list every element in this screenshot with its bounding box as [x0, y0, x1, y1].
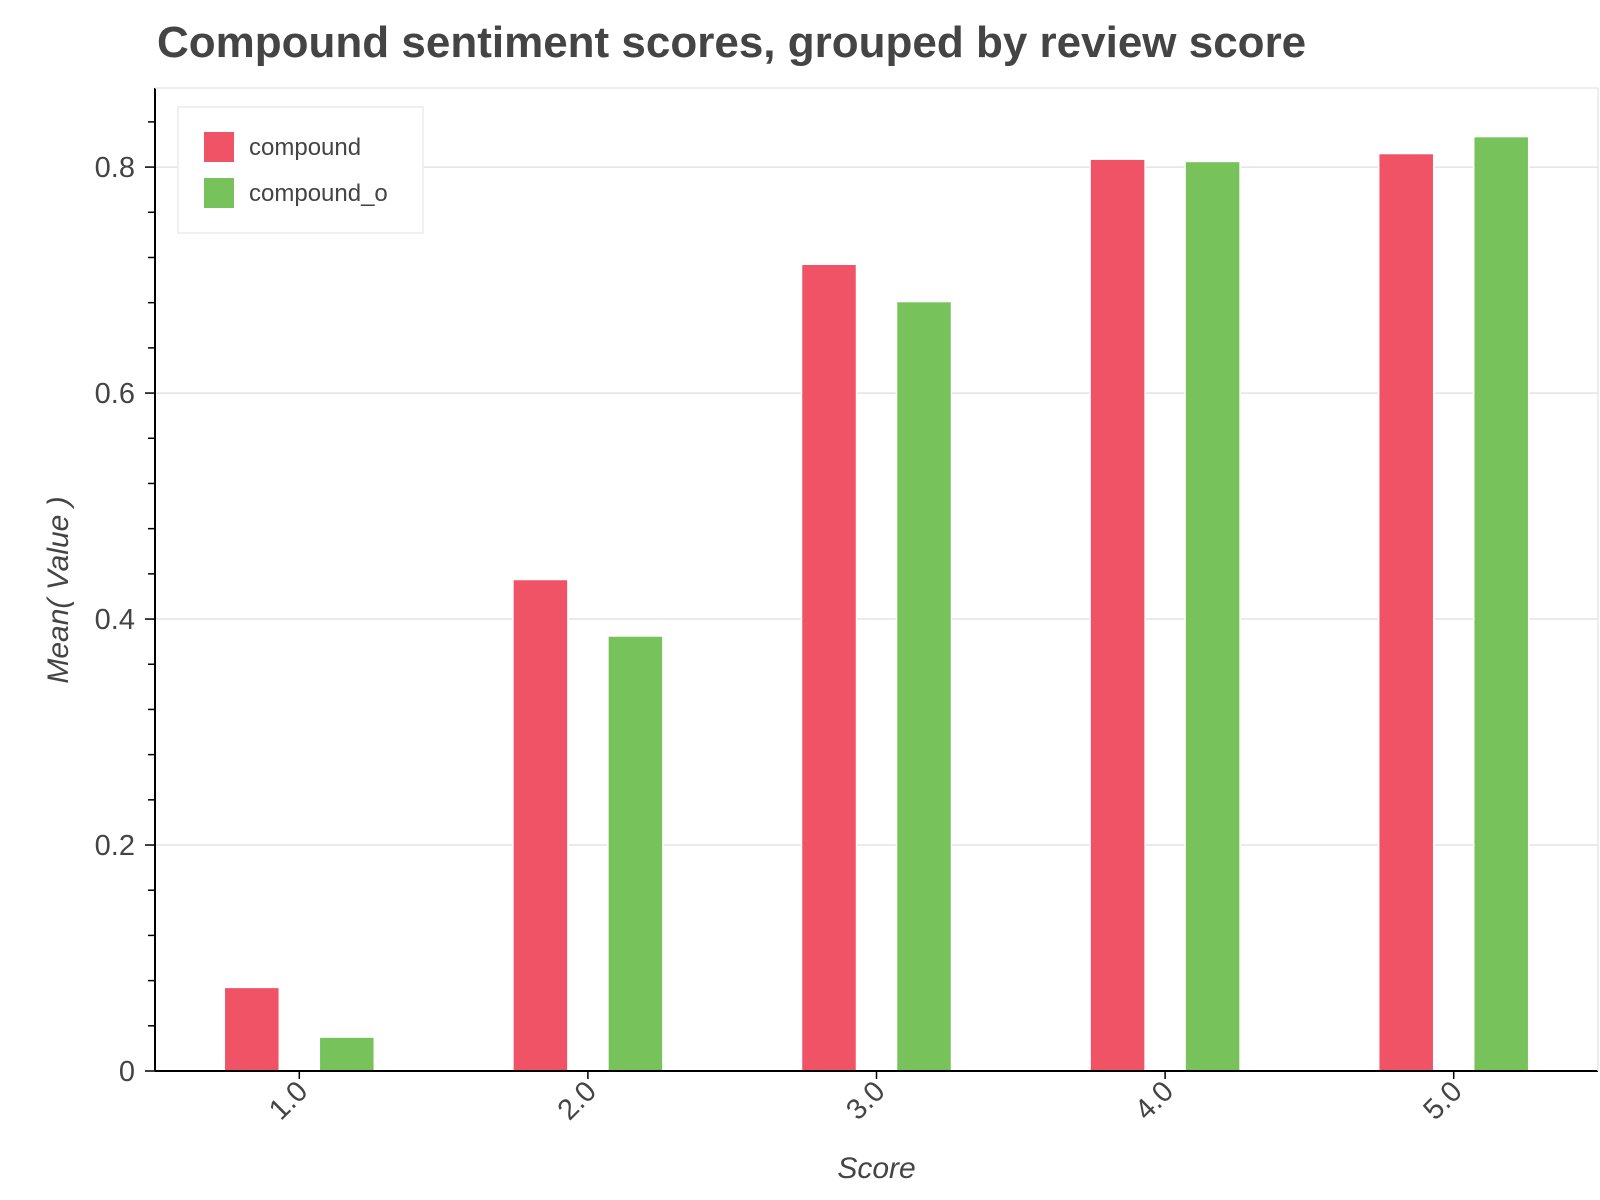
bar-compound-1.0 — [223, 986, 281, 1072]
axes — [145, 87, 1599, 1079]
chart-title: Compound sentiment scores, grouped by re… — [157, 18, 1307, 67]
bar-compound-5.0 — [1377, 152, 1435, 1072]
bar-compound_o-3.0 — [895, 300, 953, 1072]
legend-label-compound: compound — [249, 134, 361, 161]
bar-compound-3.0 — [800, 263, 858, 1072]
y-tick-label: 0.2 — [95, 830, 135, 862]
y-tick-label: 0.4 — [95, 604, 135, 636]
bar-compound-2.0 — [512, 578, 569, 1072]
legend-label-compound_o: compound_o — [249, 180, 388, 207]
tick-labels: 0 0.2 0.4 0.6 0.8 1.0 2.0 3.0 4.0 5.0 — [95, 152, 1469, 1126]
legend: compound compound_o — [177, 106, 424, 234]
x-tick-label: 4.0 — [1129, 1075, 1180, 1126]
x-tick-label: 2.0 — [552, 1075, 603, 1126]
bars — [223, 135, 1530, 1072]
y-tick-label: 0 — [119, 1056, 135, 1088]
legend-box — [177, 106, 424, 234]
x-axis-label: Score — [837, 1152, 915, 1185]
x-tick-label: 3.0 — [840, 1075, 891, 1126]
x-tick-label: 1.0 — [263, 1075, 314, 1126]
y-axis-label: Mean( Value ) — [42, 496, 75, 683]
x-tick-label: 5.0 — [1418, 1075, 1469, 1126]
bar-compound_o-2.0 — [607, 635, 664, 1072]
legend-swatch-compound — [204, 132, 234, 162]
bar-compound-4.0 — [1089, 158, 1146, 1072]
y-tick-label: 0.8 — [95, 152, 135, 184]
bar-compound_o-4.0 — [1184, 160, 1241, 1072]
bar-compound_o-5.0 — [1472, 135, 1530, 1072]
y-tick-label: 0.6 — [95, 378, 135, 410]
legend-swatch-compound_o — [204, 178, 234, 208]
bar-compound_o-1.0 — [318, 1036, 376, 1072]
